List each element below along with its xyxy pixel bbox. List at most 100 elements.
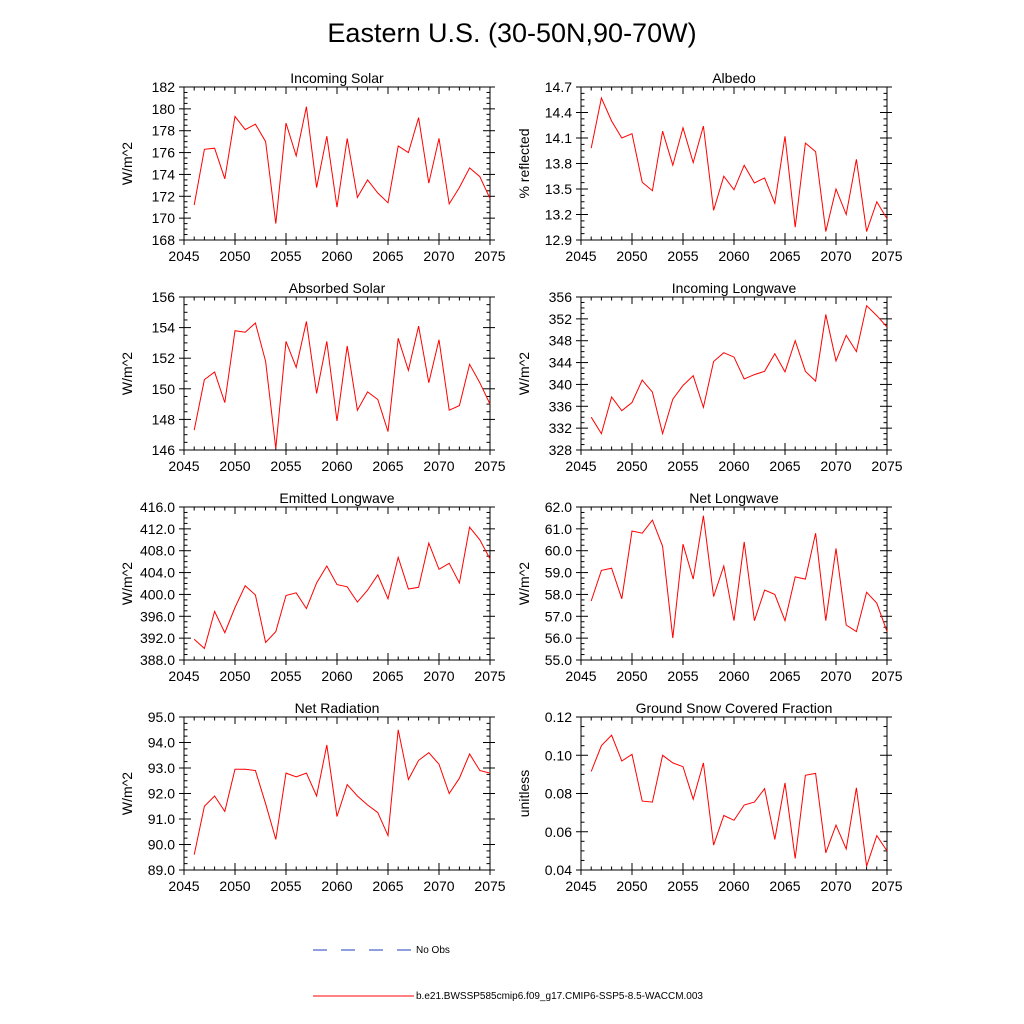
y-tick-label: 408.0 <box>140 543 175 559</box>
x-tick-label: 2055 <box>667 668 698 684</box>
y-tick-label: 172 <box>152 188 176 204</box>
x-tick-label: 2060 <box>718 878 749 894</box>
y-tick-label: 336 <box>549 398 573 414</box>
y-tick-label: 152 <box>152 350 176 366</box>
y-tick-label: 93.0 <box>148 760 175 776</box>
x-tick-label: 2075 <box>474 878 505 894</box>
x-tick-label: 2055 <box>270 878 301 894</box>
x-tick-label: 2065 <box>769 458 800 474</box>
x-tick-label: 2060 <box>718 668 749 684</box>
y-tick-label: 0.04 <box>545 862 572 878</box>
y-tick-label: 182 <box>152 79 176 95</box>
y-tick-label: 412.0 <box>140 521 175 537</box>
x-tick-label: 2045 <box>168 248 199 264</box>
x-tick-label: 2050 <box>616 248 647 264</box>
x-tick-label: 2065 <box>372 458 403 474</box>
y-tick-label: 13.2 <box>545 207 572 223</box>
y-tick-label: 344 <box>549 355 573 371</box>
y-tick-label: 178 <box>152 123 176 139</box>
y-axis-label: W/m^2 <box>516 562 532 605</box>
y-axis-label: W/m^2 <box>119 562 135 605</box>
y-tick-label: 95.0 <box>148 709 175 725</box>
series-line <box>193 729 491 855</box>
y-tick-label: 13.8 <box>545 156 572 172</box>
series-line <box>193 321 491 449</box>
y-tick-label: 328 <box>549 442 573 458</box>
x-tick-label: 2075 <box>474 248 505 264</box>
y-tick-label: 168 <box>152 232 176 248</box>
panel-title: Net Longwave <box>689 490 779 506</box>
x-tick-label: 2050 <box>616 668 647 684</box>
legend-obs-label: No Obs <box>416 945 450 956</box>
panel-albedo: 2045 2050 2055 2060 2065 2070 2075 12.9 13.2 13.5… <box>516 70 903 264</box>
series-line <box>590 734 888 867</box>
x-tick-label: 2060 <box>321 668 352 684</box>
panel-title: Net Radiation <box>295 700 380 716</box>
y-tick-label: 94.0 <box>148 735 175 751</box>
x-tick-label: 2065 <box>372 878 403 894</box>
x-tick-label: 2070 <box>423 248 454 264</box>
y-tick-label: 14.4 <box>545 105 572 121</box>
legend-model-label: b.e21.BWSSP585cmip6.f09_g17.CMIP6-SSP5-8… <box>416 991 703 1002</box>
y-axis-label: unitless <box>516 770 532 817</box>
plot-frame <box>580 716 888 871</box>
x-tick-label: 2075 <box>871 878 902 894</box>
y-tick-label: 61.0 <box>545 521 572 537</box>
y-tick-label: 388.0 <box>140 652 175 668</box>
x-tick-label: 2070 <box>820 248 851 264</box>
x-tick-label: 2065 <box>372 668 403 684</box>
panel-title: Incoming Solar <box>290 70 384 86</box>
panel-title: Absorbed Solar <box>289 280 386 296</box>
plot-frame <box>580 86 888 241</box>
series-line <box>590 96 888 232</box>
x-tick-label: 2055 <box>667 878 698 894</box>
plot-frame <box>183 506 491 661</box>
panel-incoming-longwave: 2045 2050 2055 2060 2065 2070 2075 328 332 336 340… <box>516 280 903 474</box>
x-tick-label: 2045 <box>168 458 199 474</box>
plot-frame <box>183 86 491 241</box>
x-tick-label: 2070 <box>820 668 851 684</box>
y-axis-label: W/m^2 <box>119 352 135 395</box>
panels-group: 2045 2050 2055 2060 2065 2070 2075 168 170 172 174… <box>119 70 903 894</box>
x-tick-label: 2070 <box>423 668 454 684</box>
x-tick-label: 2055 <box>667 458 698 474</box>
series-line <box>590 304 888 436</box>
y-tick-label: 0.12 <box>545 709 572 725</box>
y-tick-label: 180 <box>152 101 176 117</box>
x-tick-label: 2050 <box>219 878 250 894</box>
x-tick-label: 2050 <box>219 668 250 684</box>
y-tick-label: 356 <box>549 289 573 305</box>
x-tick-label: 2060 <box>321 458 352 474</box>
y-tick-label: 89.0 <box>148 862 175 878</box>
y-tick-label: 56.0 <box>545 630 572 646</box>
x-tick-label: 2045 <box>565 878 596 894</box>
x-tick-label: 2060 <box>321 878 352 894</box>
x-tick-label: 2060 <box>718 458 749 474</box>
y-tick-label: 416.0 <box>140 499 175 515</box>
y-tick-label: 59.0 <box>545 565 572 581</box>
y-tick-label: 332 <box>549 420 573 436</box>
x-tick-label: 2065 <box>372 248 403 264</box>
x-tick-label: 2045 <box>565 668 596 684</box>
y-tick-label: 90.0 <box>148 837 175 853</box>
y-tick-label: 14.1 <box>545 130 572 146</box>
y-axis-label: W/m^2 <box>516 352 532 395</box>
y-tick-label: 57.0 <box>545 608 572 624</box>
x-tick-label: 2065 <box>769 878 800 894</box>
figure-title: Eastern U.S. (30-50N,90-70W) <box>327 18 696 48</box>
y-axis-label: % reflected <box>516 128 532 198</box>
y-tick-label: 392.0 <box>140 630 175 646</box>
y-tick-label: 14.7 <box>545 79 572 95</box>
y-tick-label: 348 <box>549 333 573 349</box>
x-tick-label: 2060 <box>718 248 749 264</box>
x-tick-label: 2055 <box>270 248 301 264</box>
y-tick-label: 0.10 <box>545 747 572 763</box>
y-axis-label: W/m^2 <box>119 772 135 815</box>
y-tick-label: 174 <box>152 166 176 182</box>
y-tick-label: 58.0 <box>545 586 572 602</box>
x-tick-label: 2045 <box>168 878 199 894</box>
panel-incoming-solar: 2045 2050 2055 2060 2065 2070 2075 168 170 172 174… <box>119 70 506 264</box>
x-tick-label: 2050 <box>616 458 647 474</box>
x-tick-label: 2075 <box>871 458 902 474</box>
panel-title: Emitted Longwave <box>279 490 394 506</box>
